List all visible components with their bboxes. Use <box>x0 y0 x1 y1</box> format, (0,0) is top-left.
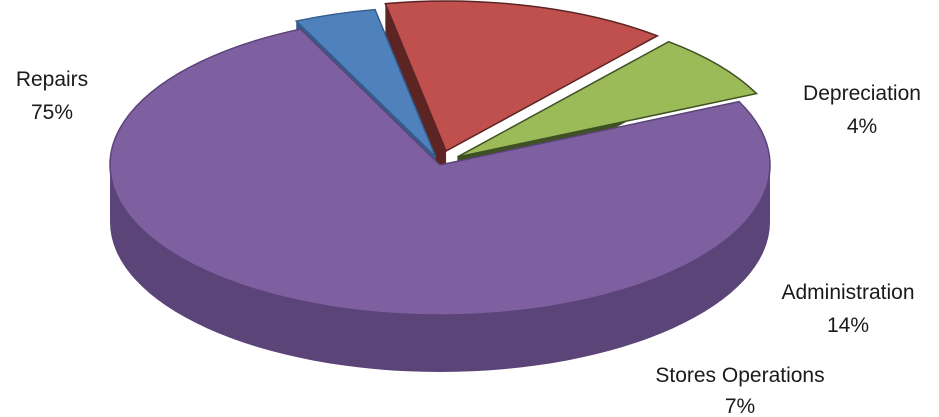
slice-depreciation <box>294 8 437 158</box>
slice-label-administration: Administration <box>781 281 914 304</box>
slice-value-stores-operations: 7% <box>725 395 755 417</box>
slice-stores-operations <box>457 40 759 158</box>
slice-repairs <box>109 28 771 316</box>
pie-tops <box>109 0 771 316</box>
slice-label-stores-operations: Stores Operations <box>655 364 824 387</box>
slice-label-depreciation: Depreciation <box>803 82 921 105</box>
slice-value-administration: 14% <box>827 314 869 337</box>
slice-label-repairs: Repairs <box>16 68 88 91</box>
slice-value-repairs: 75% <box>31 101 73 124</box>
slice-value-depreciation: 4% <box>847 115 877 138</box>
slice-side-repairs <box>110 165 770 372</box>
slice-administration <box>384 0 660 153</box>
